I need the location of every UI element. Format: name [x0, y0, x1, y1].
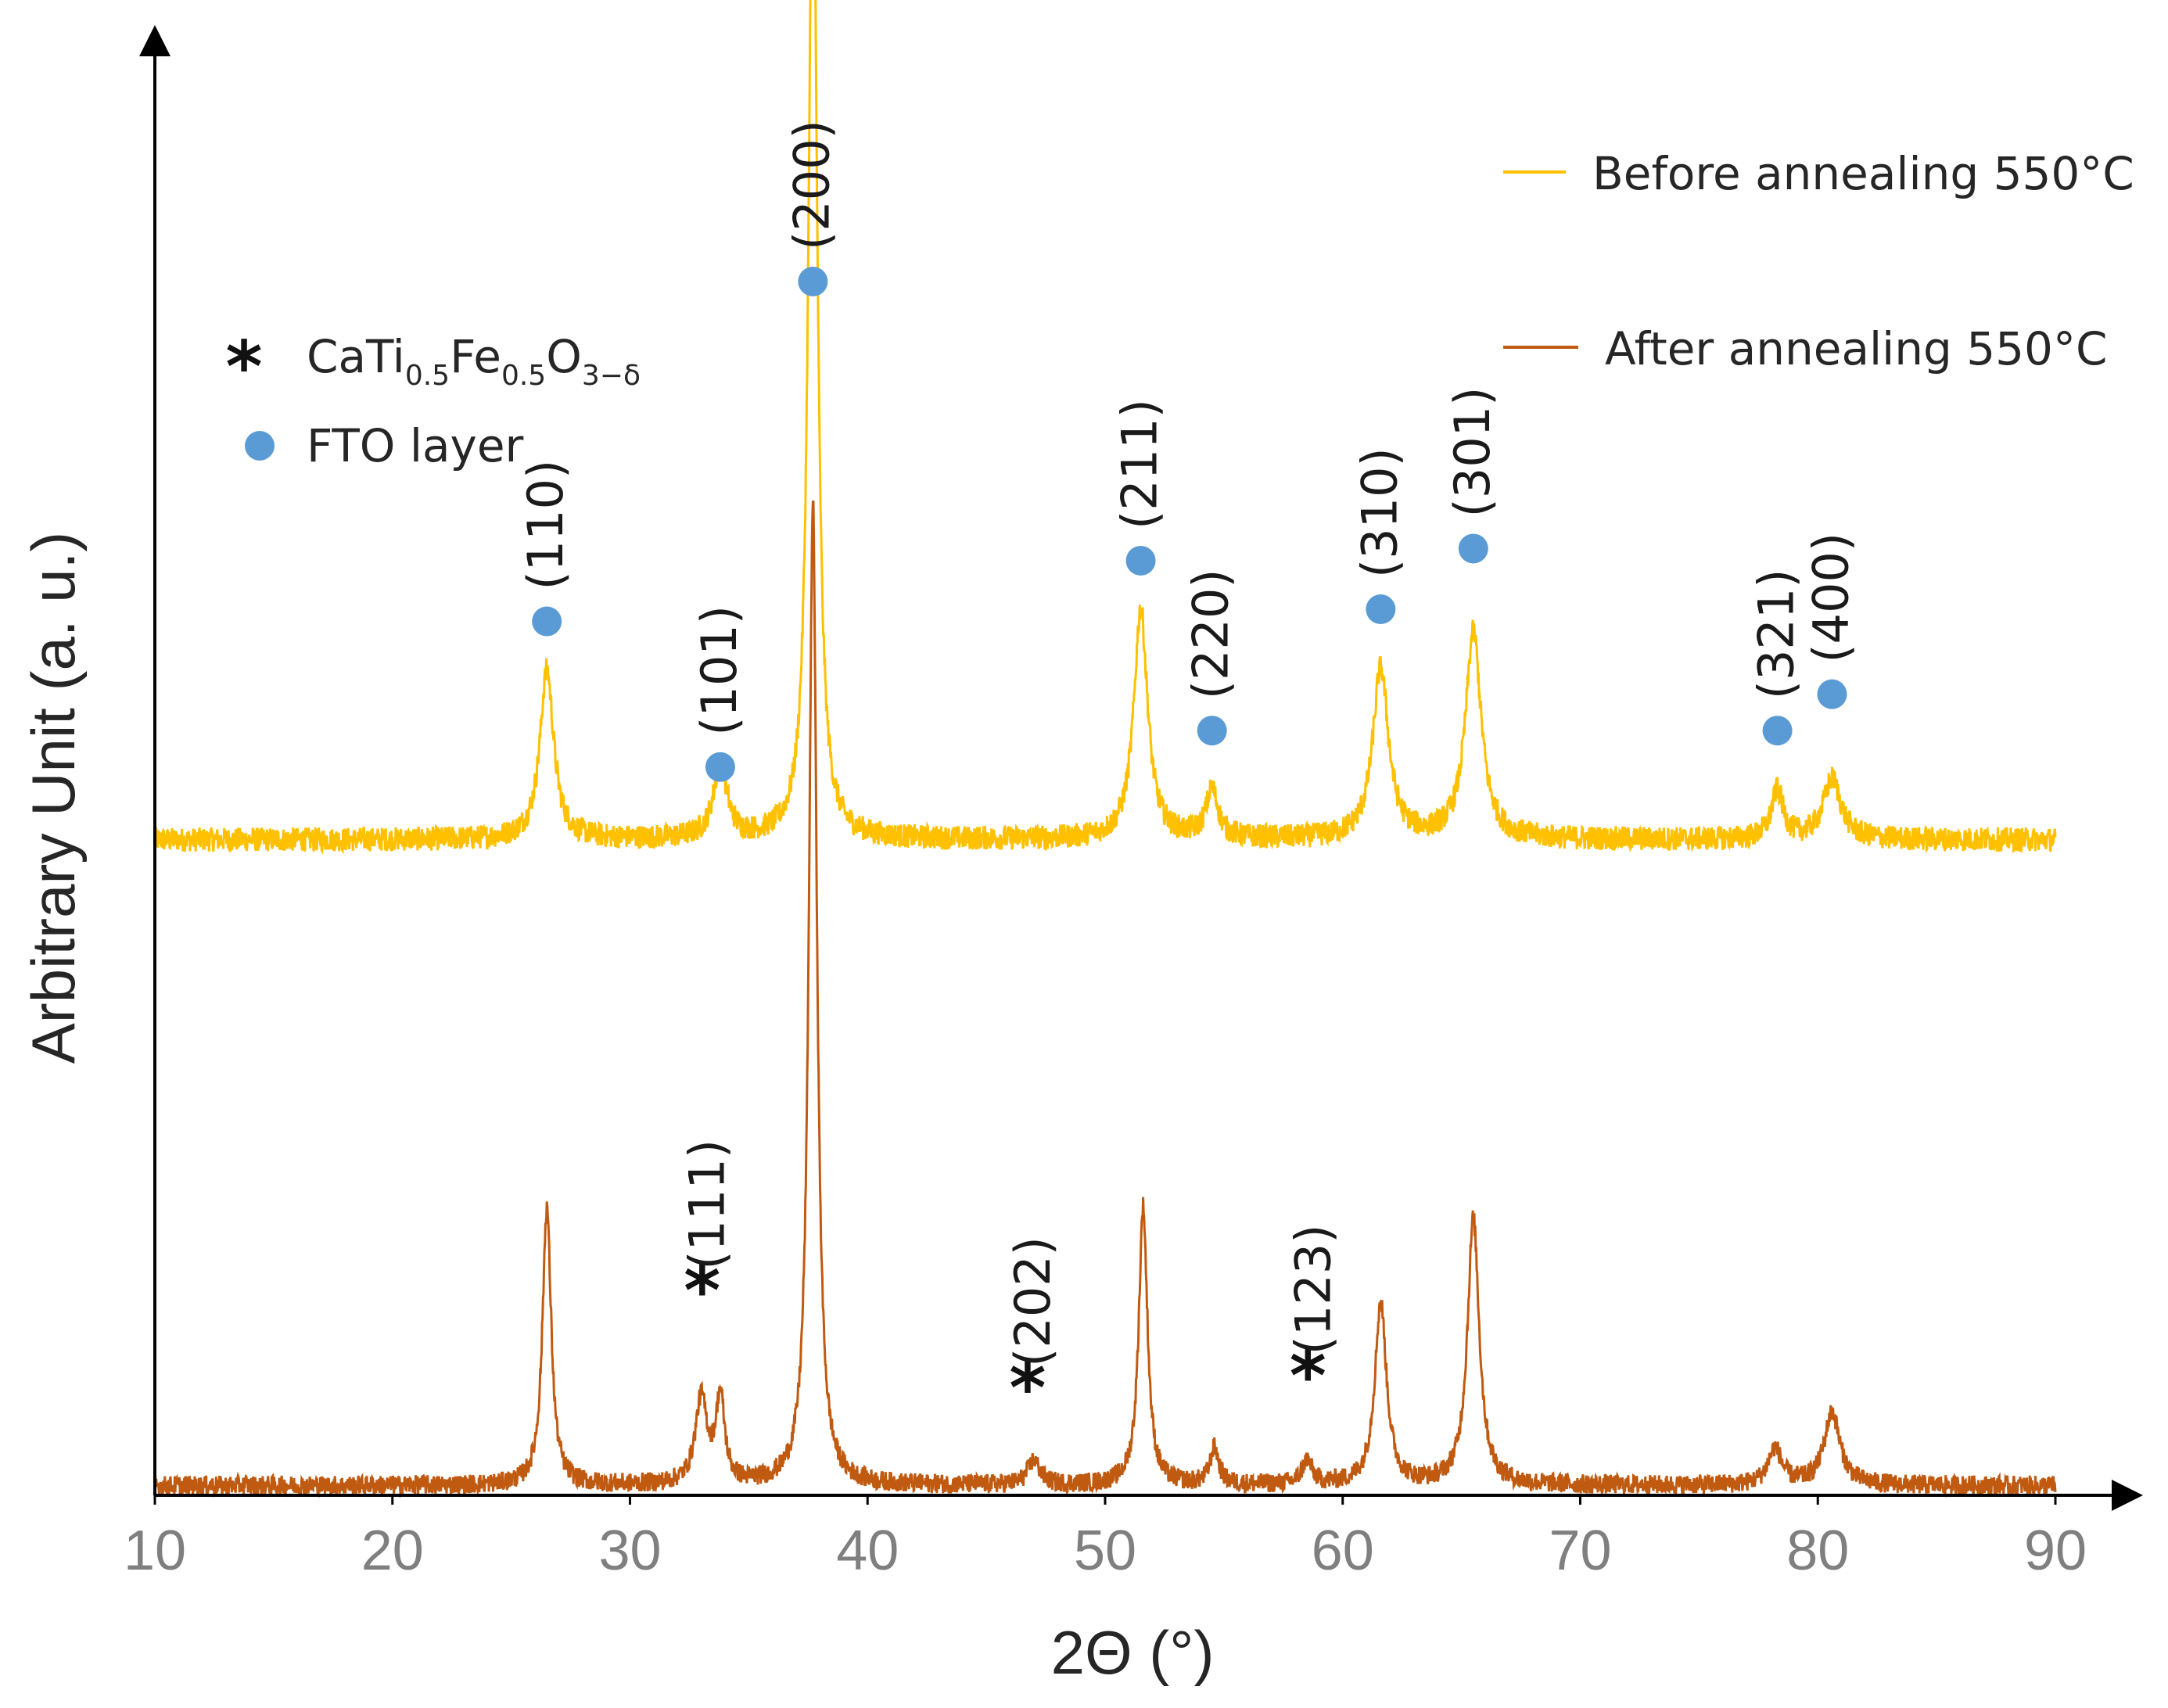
fto-peak-label: (310) — [1351, 447, 1408, 578]
x-tick-label: 10 — [124, 1520, 186, 1582]
fto-peak-label: (301) — [1444, 387, 1501, 518]
fto-peak-label: (400) — [1802, 533, 1859, 663]
fto-peak-label: (220) — [1183, 569, 1240, 700]
x-tick-label: 70 — [1549, 1520, 1611, 1582]
legend-label-before: Before annealing 550°C — [1592, 147, 2134, 200]
perovskite-peak-marker: * — [684, 1250, 720, 1333]
x-tick-label: 40 — [836, 1520, 899, 1582]
annotation-layer: (110) (101) (200) (211) (220) (310) (301) (321)… — [517, 120, 1859, 1430]
fto-peak-marker — [705, 752, 735, 782]
x-tick-label: 20 — [361, 1520, 424, 1582]
fto-peak-label: (101) — [691, 605, 748, 736]
fto-peak-label: (211) — [1111, 399, 1168, 529]
legend-label-after: After annealing 550°C — [1605, 322, 2107, 375]
x-axis-title: 2Θ (°) — [1051, 1618, 1215, 1687]
series-legend: Before annealing 550°C After annealing 5… — [1503, 147, 2134, 375]
marker-legend: * CaTi0.5Fe0.5O3−δ FTO layer — [225, 326, 641, 472]
x-tick-label: 90 — [2024, 1520, 2087, 1582]
x-tick-label: 30 — [598, 1520, 661, 1582]
fto-peak-label: (200) — [783, 120, 840, 250]
fto-peak-marker — [1197, 716, 1227, 746]
perovskite-peak-label: (202) — [1004, 1236, 1061, 1367]
fto-peak-label: (110) — [517, 460, 574, 590]
x-tick-labels: 10 20 30 40 50 60 70 80 90 — [124, 1495, 2087, 1582]
series-line-before — [153, 0, 2057, 856]
fto-peak-marker — [798, 267, 828, 296]
series-line-after — [153, 500, 2057, 1499]
perovskite-peak-marker: * — [1009, 1347, 1046, 1430]
fto-peak-marker — [1458, 533, 1488, 564]
x-tick-label: 80 — [1786, 1520, 1849, 1582]
fto-peak-marker — [1817, 679, 1847, 709]
x-tick-label: 50 — [1074, 1520, 1136, 1582]
perovskite-peak-label: (123) — [1284, 1225, 1341, 1355]
legend-dot-label: FTO layer — [307, 419, 524, 472]
legend-star-label: CaTi0.5Fe0.5O3−δ — [307, 330, 641, 392]
fto-peak-marker — [1366, 594, 1396, 625]
legend-star-icon: * — [225, 326, 262, 408]
x-tick-label: 60 — [1312, 1520, 1374, 1582]
perovskite-peak-marker: * — [1290, 1335, 1326, 1417]
fto-peak-marker — [1125, 545, 1156, 576]
series-layer — [153, 0, 2057, 1499]
fto-peak-marker — [532, 606, 562, 637]
fto-peak-marker — [1762, 716, 1793, 746]
perovskite-peak-label: (111) — [679, 1139, 736, 1270]
y-axis-title: Arbitrary Unit (a. u.) — [19, 532, 88, 1064]
fto-peak-label: (321) — [1748, 569, 1805, 700]
legend-dot-icon — [245, 431, 275, 461]
